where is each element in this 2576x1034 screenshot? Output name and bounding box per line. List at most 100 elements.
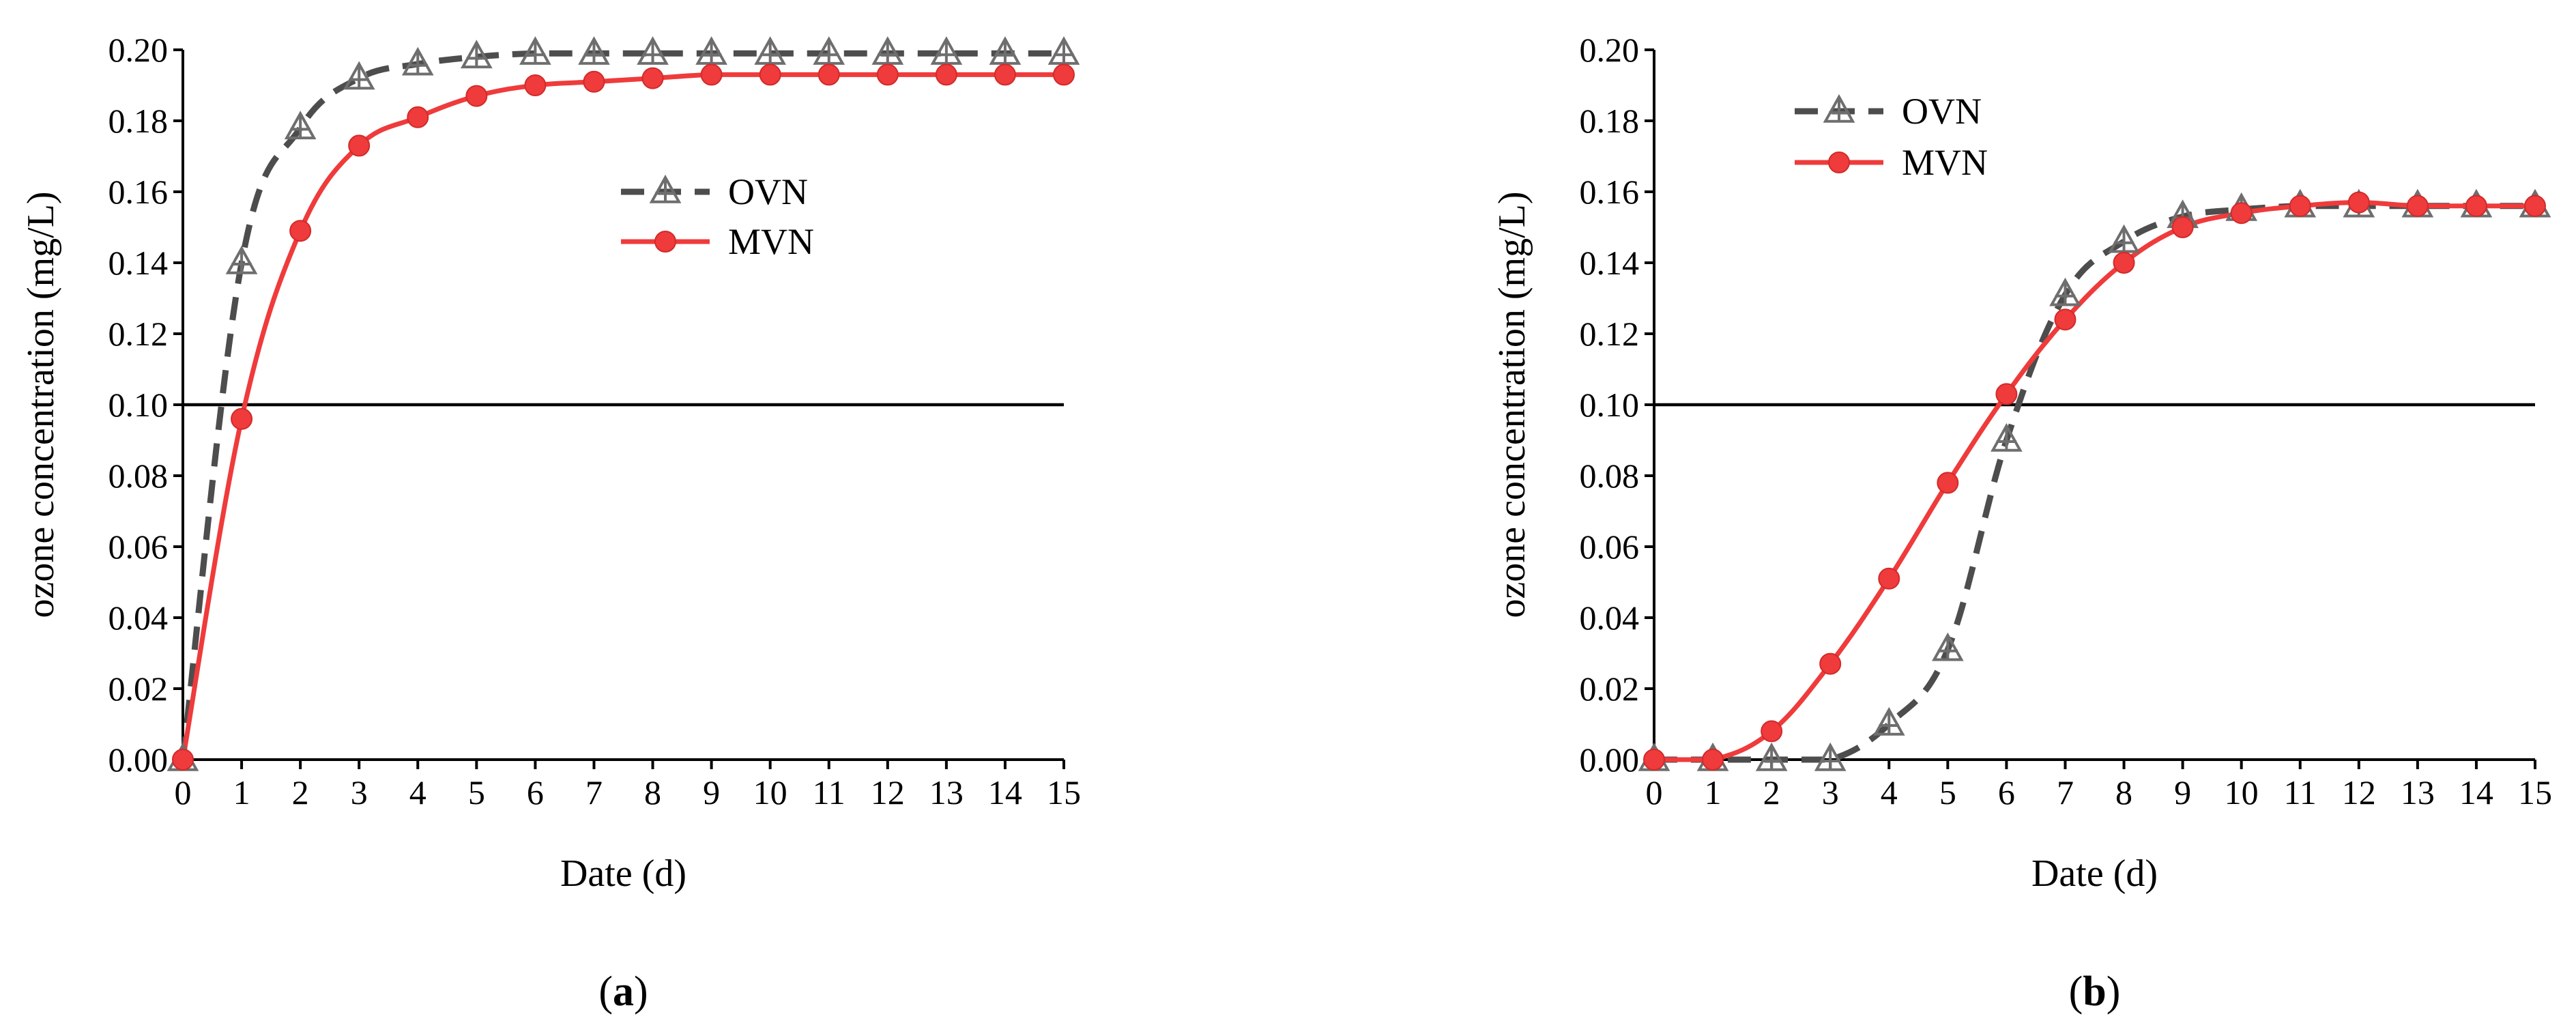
y-tick-label: 0.04 <box>108 599 169 637</box>
series-line-mvn <box>1654 200 2535 762</box>
y-tick-label: 0.04 <box>1580 599 1640 637</box>
y-tick-label: 0.14 <box>108 244 169 282</box>
mvn-data-point <box>407 106 429 128</box>
ovn-data-point <box>930 36 963 65</box>
x-axis-title: Date (d) <box>560 852 686 895</box>
mvn-data-point <box>876 63 899 86</box>
panel-label: (a) <box>598 968 648 1015</box>
mvn-data-point <box>700 63 723 86</box>
ovn-data-point <box>695 36 727 65</box>
mvn-data-point <box>2230 202 2253 225</box>
ovn-data-point <box>1755 742 1788 771</box>
legend-label-mvn: MVN <box>1902 142 1988 183</box>
y-tick-label: 0.08 <box>108 457 169 495</box>
y-tick-label: 0.10 <box>1580 386 1640 424</box>
y-tick-label: 0.08 <box>1580 457 1640 495</box>
legend-label-ovn: OVN <box>1902 91 1982 132</box>
mvn-data-point <box>348 134 371 157</box>
mvn-data-point <box>1761 720 1783 743</box>
x-tick-label: 5 <box>468 773 485 812</box>
mvn-data-point <box>172 749 194 771</box>
mvn-data-point <box>289 220 312 242</box>
x-tick-label: 9 <box>2174 773 2191 812</box>
ovn-data-point <box>1991 422 2023 452</box>
x-tick-label: 1 <box>1705 773 1722 812</box>
y-axis-title: ozone concentration (mg/L) <box>20 191 62 618</box>
x-tick-label: 2 <box>1763 773 1780 812</box>
mvn-data-point <box>2289 195 2311 217</box>
x-tick-label: 7 <box>585 773 603 812</box>
chart-panel-a: 0.00 0.02 0.04 0.06 0.08 0.10 0.12 0.14 0.16 0.18… <box>20 31 1081 1015</box>
x-tick-label: 6 <box>527 773 544 812</box>
y-tick-label: 0.18 <box>1580 102 1640 140</box>
mvn-data-point <box>1995 383 2018 405</box>
legend-marker-ovn <box>1823 94 1855 123</box>
series-line-mvn <box>180 72 1064 760</box>
y-tick-label: 0.02 <box>108 670 169 708</box>
legend-marker-mvn <box>1828 152 1850 173</box>
legend-label-mvn: MVN <box>728 221 814 262</box>
legend-marker-ovn <box>649 174 682 203</box>
mvn-data-point <box>2171 216 2194 238</box>
chart-panel-b: 0.00 0.02 0.04 0.06 0.08 0.10 0.12 0.14 0.16 0.18… <box>1491 31 2552 1015</box>
y-tick-label: 0.02 <box>1580 670 1640 708</box>
y-tick-label: 0.06 <box>1580 528 1640 566</box>
ovn-data-point <box>813 36 845 65</box>
y-tick-label: 0.14 <box>1580 244 1640 282</box>
x-tick-label: 1 <box>233 773 250 812</box>
mvn-data-point <box>1878 567 1900 590</box>
x-tick-label: 2 <box>292 773 309 812</box>
ovn-data-point <box>1931 632 1964 661</box>
mvn-data-point <box>935 63 957 86</box>
y-tick-label: 0.16 <box>1580 173 1640 211</box>
x-tick-label: 3 <box>351 773 368 812</box>
x-tick-label: 10 <box>2225 773 2259 812</box>
mvn-data-point <box>231 407 253 430</box>
ovn-data-point <box>284 111 317 140</box>
x-tick-label: 13 <box>2401 773 2435 812</box>
ovn-data-point <box>1872 706 1905 736</box>
x-tick-label: 4 <box>409 773 426 812</box>
mvn-data-point <box>2113 252 2135 274</box>
x-tick-label: 6 <box>1998 773 2015 812</box>
x-tick-label: 15 <box>2518 773 2552 812</box>
x-tick-label: 7 <box>2057 773 2074 812</box>
mvn-data-point <box>1702 749 1724 771</box>
x-tick-label: 0 <box>1646 773 1663 812</box>
x-tick-label: 8 <box>2115 773 2132 812</box>
x-tick-label: 10 <box>753 773 787 812</box>
ovn-data-point <box>1814 742 1847 771</box>
x-tick-label: 8 <box>644 773 661 812</box>
y-tick-label: 0.10 <box>108 386 169 424</box>
series-line-ovn <box>179 50 1064 760</box>
mvn-data-point <box>1053 63 1075 86</box>
mvn-data-point <box>1937 472 1959 494</box>
ovn-data-point <box>1047 36 1080 65</box>
mvn-data-point <box>583 70 605 93</box>
legend: OVN MVN <box>621 171 814 262</box>
x-tick-label: 14 <box>988 773 1022 812</box>
legend-marker-mvn <box>654 231 676 253</box>
ovn-data-point <box>578 36 610 65</box>
ovn-data-point <box>343 61 375 90</box>
mvn-data-point <box>2054 308 2076 331</box>
x-tick-label: 9 <box>703 773 720 812</box>
panel-label: (b) <box>2069 968 2121 1015</box>
ovn-data-point <box>519 36 551 65</box>
x-tick-label: 4 <box>1881 773 1898 812</box>
mvn-data-point <box>817 63 840 86</box>
y-tick-label: 0.00 <box>108 741 169 779</box>
ovn-data-point <box>989 36 1022 65</box>
x-tick-label: 12 <box>871 773 905 812</box>
ovn-data-point <box>754 36 787 65</box>
y-tick-label: 0.20 <box>1580 31 1640 69</box>
mvn-data-point <box>641 67 664 89</box>
y-tick-label: 0.00 <box>1580 741 1640 779</box>
x-tick-label: 0 <box>175 773 192 812</box>
x-tick-label: 13 <box>929 773 964 812</box>
x-axis-title: Date (d) <box>2031 852 2158 895</box>
mvn-data-point <box>2347 191 2370 214</box>
ovn-data-point <box>637 36 669 65</box>
mvn-data-point <box>1819 652 1842 675</box>
